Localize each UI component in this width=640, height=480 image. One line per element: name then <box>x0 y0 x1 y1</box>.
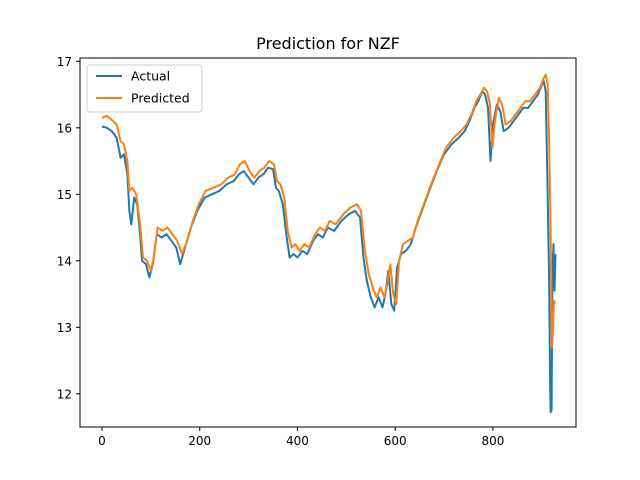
legend: Actual Predicted <box>86 64 203 113</box>
x-tick-label: 0 <box>98 434 106 448</box>
y-tick-label: 12 <box>57 387 72 401</box>
y-tick-label: 17 <box>57 55 72 69</box>
y-tick-label: 14 <box>57 254 72 268</box>
series-line-actual <box>101 80 557 414</box>
y-axis: 12 13 14 15 16 17 <box>57 55 80 401</box>
y-tick-label: 16 <box>57 121 72 135</box>
axes-frame <box>79 57 577 428</box>
y-tick-label: 13 <box>57 321 72 335</box>
x-axis: 0 200 400 600 800 <box>98 427 504 448</box>
x-tick-label: 800 <box>481 434 504 448</box>
legend-label-predicted: Predicted <box>131 91 190 106</box>
y-tick-label: 15 <box>57 188 72 202</box>
x-tick-label: 400 <box>286 434 309 448</box>
plot-area <box>101 73 557 414</box>
x-tick-label: 600 <box>384 434 407 448</box>
series-line-predicted <box>101 73 556 349</box>
chart-title: Prediction for NZF <box>256 34 400 53</box>
legend-label-actual: Actual <box>131 69 170 84</box>
x-tick-label: 200 <box>188 434 211 448</box>
